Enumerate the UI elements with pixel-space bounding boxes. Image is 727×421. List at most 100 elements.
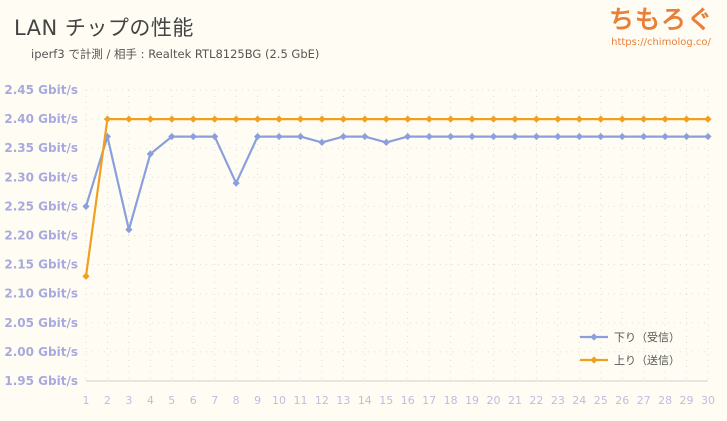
data-point xyxy=(168,132,176,141)
data-point xyxy=(318,115,326,123)
x-tick-label: 21 xyxy=(508,394,522,407)
series-group xyxy=(82,115,712,280)
x-tick-label: 4 xyxy=(147,394,154,407)
data-point xyxy=(575,132,583,141)
data-point xyxy=(318,138,326,146)
legend-marker xyxy=(590,333,598,341)
x-tick-label: 8 xyxy=(233,394,240,407)
x-tick-label: 6 xyxy=(190,394,197,407)
data-point xyxy=(189,115,197,123)
x-tick-label: 28 xyxy=(658,394,672,407)
y-tick-label: 2.35 Gbit/s xyxy=(4,141,78,155)
chart-subtitle: iperf3 で計測 / 相手 : Realtek RTL8125BG (2.5… xyxy=(31,47,320,61)
x-tick-label: 20 xyxy=(487,394,501,407)
series-2 xyxy=(82,115,712,280)
data-point xyxy=(425,115,433,123)
x-tick-label: 3 xyxy=(125,394,132,407)
x-tick-label: 5 xyxy=(168,394,175,407)
x-tick-label: 10 xyxy=(272,394,286,407)
data-point xyxy=(211,132,219,141)
x-tick-label: 1 xyxy=(83,394,90,407)
y-tick-label: 2.15 Gbit/s xyxy=(4,258,78,272)
x-tick-label: 13 xyxy=(336,394,350,407)
legend: 下り（受信） 上り（送信） xyxy=(580,331,680,367)
data-point xyxy=(468,115,476,123)
data-point xyxy=(103,115,112,123)
legend-label: 下り（受信） xyxy=(614,331,680,344)
x-tick-label: 26 xyxy=(615,394,629,407)
chart-title: LAN チップの性能 xyxy=(14,16,194,40)
x-tick-label: 11 xyxy=(293,394,307,407)
data-point xyxy=(618,115,626,123)
series-line xyxy=(84,117,708,277)
x-tick-label: 15 xyxy=(379,394,393,407)
data-point xyxy=(597,132,605,141)
x-tick-label: 27 xyxy=(637,394,651,407)
data-point xyxy=(82,272,90,280)
y-tick-label: 2.20 Gbit/s xyxy=(4,229,78,243)
data-point xyxy=(640,115,648,123)
data-point xyxy=(146,150,154,158)
x-tick-label: 12 xyxy=(315,394,329,407)
data-point xyxy=(404,132,412,141)
data-point xyxy=(511,115,519,123)
data-point xyxy=(296,132,305,141)
y-tick-label: 2.30 Gbit/s xyxy=(4,170,78,184)
data-point xyxy=(511,132,519,141)
legend-label: 上り（送信） xyxy=(614,353,680,367)
data-point xyxy=(232,115,240,123)
data-point xyxy=(447,115,455,123)
x-tick-label: 22 xyxy=(529,394,543,407)
data-point xyxy=(682,132,691,141)
data-point xyxy=(382,115,390,123)
x-tick-label: 9 xyxy=(254,394,261,407)
x-tick-label: 29 xyxy=(680,394,694,407)
x-axis: 1 2 3 4 5 6 7 8 9 10 11 12 13 14 15 16 17 18 19 20 21 22 23 24 2… xyxy=(83,394,716,407)
x-tick-label: 25 xyxy=(594,394,608,407)
x-tick-label: 24 xyxy=(572,394,586,407)
y-tick-label: 2.45 Gbit/s xyxy=(4,83,78,97)
data-point xyxy=(404,115,412,123)
y-axis: 1.95 Gbit/s 2.00 Gbit/s 2.05 Gbit/s 2.10 Gb… xyxy=(4,83,78,388)
data-point xyxy=(425,132,433,141)
y-tick-label: 2.10 Gbit/s xyxy=(4,287,78,301)
data-point xyxy=(361,132,369,141)
logo-text: ちもろぐ xyxy=(608,5,713,34)
data-point xyxy=(82,202,90,210)
legend-marker xyxy=(590,356,598,364)
data-point xyxy=(296,115,305,123)
x-tick-label: 18 xyxy=(444,394,458,407)
data-point xyxy=(532,115,541,123)
data-point xyxy=(125,226,133,234)
x-tick-label: 30 xyxy=(701,394,715,407)
y-tick-label: 1.95 Gbit/s xyxy=(4,374,78,388)
data-point xyxy=(554,115,562,123)
data-point xyxy=(575,115,583,123)
y-tick-label: 2.25 Gbit/s xyxy=(4,199,78,213)
x-tick-label: 16 xyxy=(401,394,415,407)
legend-entry-1: 下り（受信） xyxy=(580,331,680,344)
data-point xyxy=(468,132,476,141)
y-tick-label: 2.40 Gbit/s xyxy=(4,112,78,126)
site-logo: ちもろぐ https://chimolog.co/ xyxy=(609,4,713,48)
data-point xyxy=(125,115,133,123)
data-point xyxy=(618,132,626,141)
data-point xyxy=(339,132,347,141)
x-tick-label: 7 xyxy=(211,394,218,407)
data-point xyxy=(447,132,455,141)
data-point xyxy=(489,132,498,141)
x-tick-label: 19 xyxy=(465,394,479,407)
legend-entry-2: 上り（送信） xyxy=(580,353,680,367)
x-tick-label: 17 xyxy=(422,394,436,407)
data-point xyxy=(361,115,369,123)
data-point xyxy=(554,132,562,141)
data-point xyxy=(339,115,347,123)
x-tick-label: 14 xyxy=(358,394,372,407)
data-point xyxy=(704,132,712,141)
y-tick-label: 2.00 Gbit/s xyxy=(4,345,78,359)
data-point xyxy=(682,115,691,123)
data-point xyxy=(253,115,262,123)
x-tick-label: 23 xyxy=(551,394,565,407)
data-point xyxy=(232,179,240,187)
